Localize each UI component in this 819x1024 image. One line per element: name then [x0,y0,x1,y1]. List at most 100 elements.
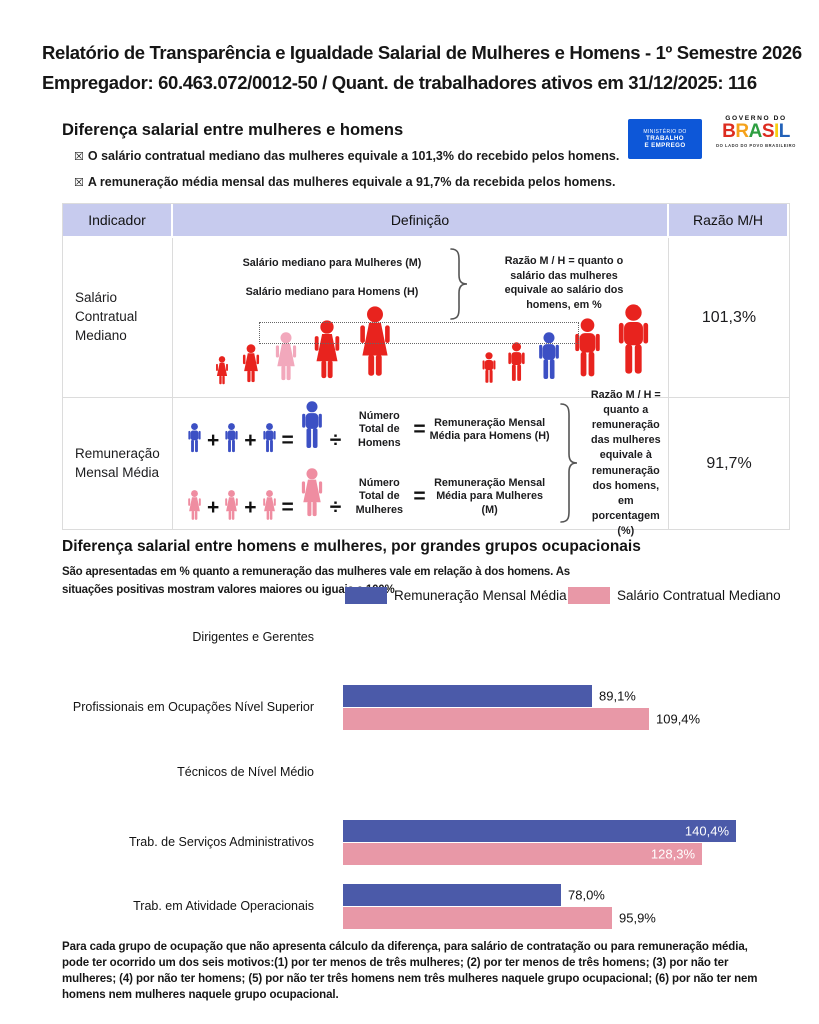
chart-category-label: Trab. em Atividade Operacionais [133,899,314,913]
male-pictogram-icon [482,352,496,383]
men-figures-group [479,304,656,390]
male-pictogram-icon [262,423,276,453]
female-pictogram-icon [275,332,297,381]
median-men-line: Salário mediano para Homens (H) [245,286,419,298]
bullet-median-salary: ☒ O salário contratual mediano das mulher… [74,149,619,163]
section1-title: Diferença salarial entre mulheres e home… [62,121,404,139]
equation-divisor: Número Total de Homens [358,409,401,449]
ministry-logo-line3: E EMPREGO [644,142,686,149]
male-pictogram-icon [618,304,649,374]
mean-ratio-note: Razão M / H = quanto a remuneração das m… [590,388,661,537]
chart-title: Diferença salarial entre homens e mulher… [62,538,641,555]
bullet-mean-remuneration: ☒ A remuneração média mensal das mulheres… [74,175,615,189]
bar-value-label: 95,9% [619,910,656,926]
ministry-logo: MINISTÉRIO DO TRABALHO E EMPREGO [628,119,702,159]
plus-operator: + [207,496,220,519]
equation-row-female: + + = ÷ Número Total de Mulheres = Remuneração… [185,468,551,526]
govbr-logo-bottom: DO LADO DO POVO BRASILEIRO [716,142,796,148]
legend-swatch-pink [568,587,610,604]
median-women-line: Salário mediano para Mulheres (M) [242,257,422,269]
male-pictogram-icon [539,332,559,379]
legend-swatch-blue [345,587,387,604]
indicator-mean-remuneration: Remuneração Mensal Média [63,398,173,529]
bar-value-label: 78,0% [568,887,605,903]
govbr-letter: A [748,121,763,142]
median-definition-text: Salário mediano para Mulheres (M) Salári… [223,248,640,322]
equation-row-male: + + = ÷ Número Total de Homens = Remuneração M… [185,401,551,459]
male-pictogram-icon [225,423,238,453]
chart-category-label: Profissionais em Ocupações Nível Superio… [72,700,314,714]
govbr-letter: L [778,121,791,142]
equation-divisor: Número Total de Mulheres [355,476,404,516]
female-pictogram-icon [360,306,390,376]
govbr-letter: I [774,121,779,142]
female-pictogram-icon [242,344,260,383]
table-header-definicao: Definição [173,204,669,238]
female-pictogram-icon [301,468,322,517]
report-title-line2: Empregador: 60.463.072/0012-50 / Quant. … [42,71,757,93]
report-title-line1: Relatório de Transparência e Igualdade S… [42,42,802,63]
table-header-indicador: Indicador [63,204,173,238]
govbr-letter: R [735,121,749,142]
bar-value-label: 140,4% [684,823,729,839]
footnote: Para cada grupo de ocupação que não apre… [62,941,758,1002]
legend-label-remuneracao: Remuneração Mensal Média [394,588,567,603]
bar-pair: 78,0% 95,9% [343,884,656,929]
female-pictogram-icon [225,490,239,520]
govbr-letter: B [722,121,736,142]
male-pictogram-icon [508,342,525,381]
equation-result: Remuneração Mensal Média para Homens (H) [429,416,550,442]
equals-operator: = [413,485,426,508]
chart-category-label: Dirigentes e Gerentes [192,630,314,644]
median-pictogram-row [173,298,656,390]
bar-pair: 89,1% 109,4% [343,685,700,730]
ministry-logo-line1: MINISTÉRIO DO [643,129,687,135]
bar-value-label: 109,4% [656,711,701,727]
definition-mean-remuneration: + + = ÷ Número Total de Homens = Remuneração M… [173,389,669,537]
male-pictogram-icon [301,401,322,448]
female-pictogram-icon [216,356,228,385]
divide-operator: ÷ [329,496,342,519]
female-pictogram-icon [262,490,276,520]
checkbox-icon: ☒ [74,177,84,189]
checkbox-icon: ☒ [74,151,84,163]
occupational-groups-bar-chart: Dirigentes e Gerentes Profissionais em Oc… [62,628,807,940]
table-header-razao: Razão M/H [669,204,789,238]
female-pictogram-icon [188,490,201,520]
bar-remuneracao-media: 140,4% [343,820,736,842]
equals-operator: = [413,418,426,441]
female-pictogram-icon [314,320,340,379]
legend-item-remuneracao: Remuneração Mensal Média [345,587,567,604]
bar-pair: 140,4% 128,3% [343,820,736,865]
indicator-table: Indicador Definição Razão M/H Salário Co… [62,203,790,537]
equals-operator: = [281,429,294,452]
curly-brace-icon [559,402,577,523]
equals-operator: = [281,496,294,519]
divide-operator: ÷ [329,429,342,452]
ratio-median-salary: 101,3% [669,238,789,398]
legend-label-salario: Salário Contratual Mediano [617,588,781,603]
govbr-letter: S [761,121,775,142]
chart-subtitle: São apresentadas em % quanto a remuneraç… [62,566,570,596]
plus-operator: + [207,429,220,452]
legend-item-salario: Salário Contratual Mediano [568,587,781,604]
male-pictogram-icon [575,318,600,377]
ministry-logo-line2: TRABALHO [646,135,684,142]
bar-value-label: 128,3% [650,846,695,862]
equation-result: Remuneração Mensal Média para Mulheres (… [434,476,546,516]
bar-value-label: 89,1% [599,688,636,704]
plus-operator: + [244,429,257,452]
brace-icon [448,248,469,322]
govbr-logo-top: GOVERNO DO [725,115,787,122]
male-pictogram-icon [188,423,201,453]
bar-salario-mediano: 95,9% [343,907,656,929]
plus-operator: + [244,496,257,519]
median-ratio-note: Razão M / H = quanto o salário das mulhe… [504,255,624,311]
bar-remuneracao-media: 78,0% [343,884,605,906]
bullet-mean-remuneration-text: A remuneração média mensal das mulheres … [87,175,616,189]
curly-brace-icon [450,248,468,320]
chart-category-label: Trab. de Serviços Administrativos [128,835,314,849]
govbr-logo: GOVERNO DO BRASIL DO LADO DO POVO BRASIL… [706,115,806,148]
indicator-median-salary: Salário Contratual Mediano [63,238,173,398]
